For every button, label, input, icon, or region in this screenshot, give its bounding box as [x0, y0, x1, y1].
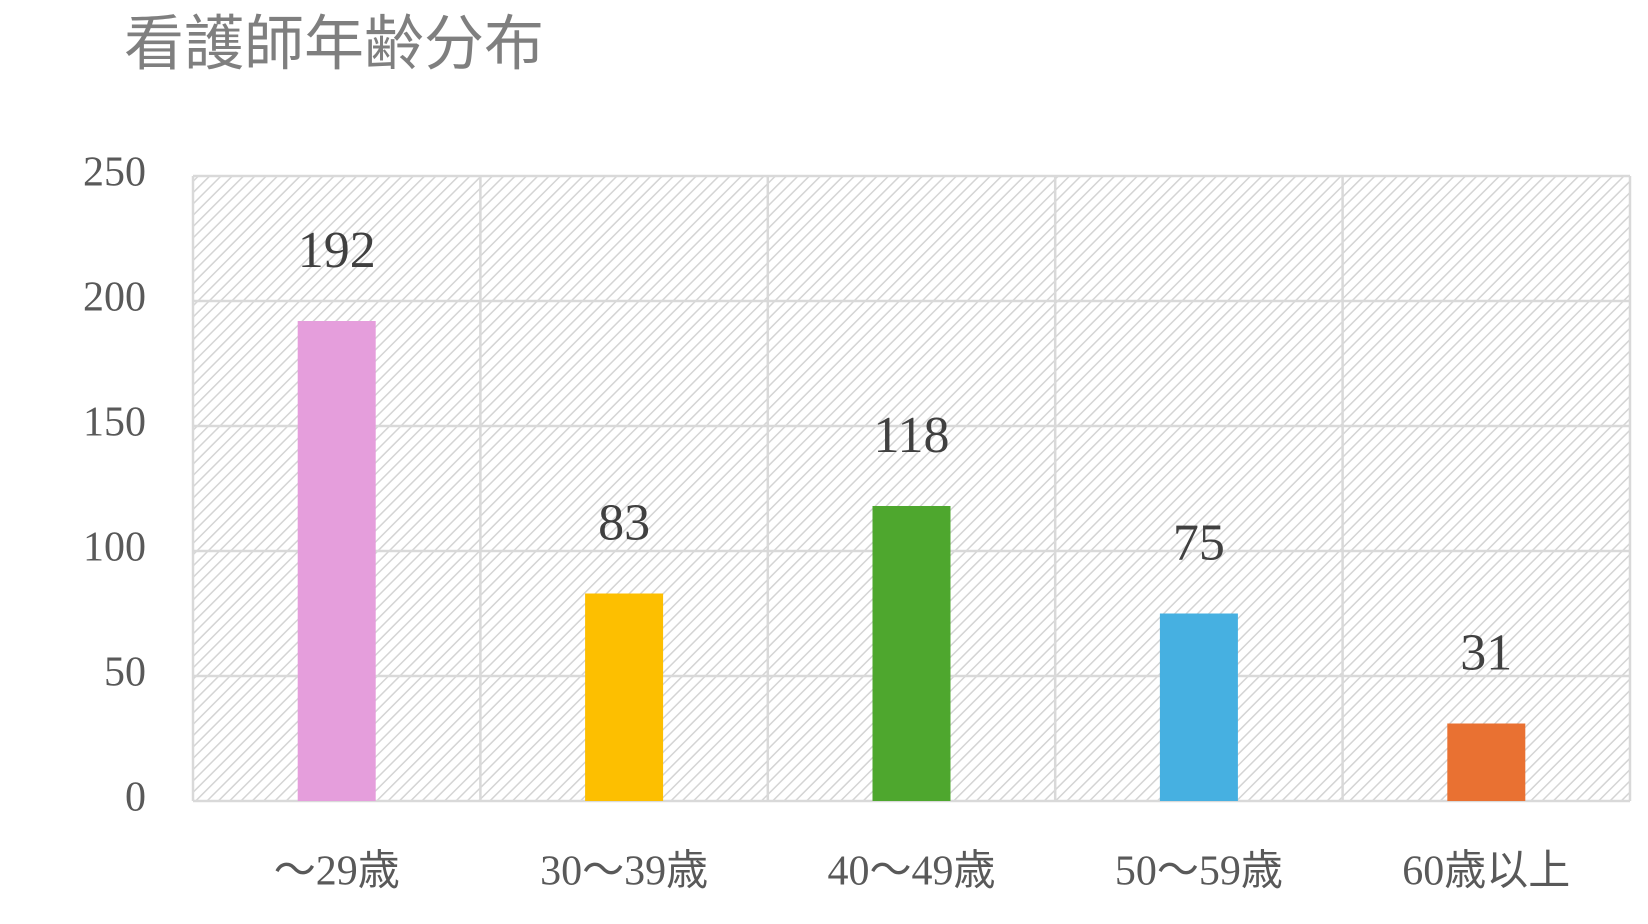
y-tick-label: 100 [83, 525, 146, 571]
y-tick-label: 250 [83, 150, 146, 196]
x-tick-label: 30～39歳 [540, 849, 708, 895]
data-label: 83 [598, 494, 650, 551]
y-tick-label: 0 [125, 775, 146, 821]
chart-title: 看護師年齢分布 [124, 10, 544, 80]
bar [585, 593, 664, 801]
bar [1159, 613, 1238, 801]
bar [1447, 723, 1526, 801]
y-tick-label: 50 [104, 650, 146, 696]
y-tick-label: 150 [83, 400, 146, 446]
data-label: 192 [298, 222, 376, 279]
bar [297, 321, 376, 801]
data-label: 31 [1460, 624, 1512, 681]
bar [872, 506, 951, 801]
y-tick-label: 200 [83, 275, 146, 321]
data-label: 75 [1173, 514, 1225, 571]
x-tick-label: 40～49歳 [827, 849, 995, 895]
x-tick-label: 60歳以上 [1402, 849, 1570, 895]
x-tick-label: 50～59歳 [1115, 849, 1283, 895]
data-label: 118 [873, 407, 949, 464]
x-tick-label: ～29歳 [274, 849, 400, 895]
